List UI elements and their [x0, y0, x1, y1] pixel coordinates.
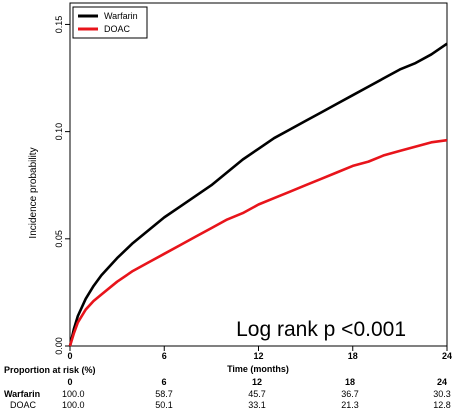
x-tick-label: 18 [348, 351, 358, 361]
risk-table-title: Proportion at risk (%) [4, 365, 96, 375]
risk-value: 36.7 [341, 389, 359, 399]
x-axis-label: Time (months) [227, 364, 289, 374]
risk-value: 33.1 [248, 400, 266, 410]
x-axis: 0 6 12 18 24 [67, 346, 452, 361]
plot-border [69, 2, 448, 347]
risk-value: 58.7 [155, 389, 173, 399]
y-axis: 0.00 0.05 0.10 0.15 [54, 16, 70, 355]
risk-time-label: 0 [67, 377, 72, 387]
risk-table: 0 6 12 18 24 Warfarin 100.0 58.7 45.7 36.7 30.3 DOA… [4, 377, 451, 410]
y-tick-label: 0.10 [54, 123, 64, 141]
x-tick-label: 0 [67, 351, 72, 361]
risk-value: 100.0 [62, 400, 85, 410]
risk-time-label: 6 [161, 377, 166, 387]
x-tick-label: 24 [442, 351, 452, 361]
logrank-annotation: Log rank p <0.001 [236, 318, 406, 341]
risk-row-label: Warfarin [4, 389, 40, 399]
y-tick-label: 0.15 [54, 16, 64, 34]
series-line-warfarin [68, 42, 448, 347]
plot-frame [69, 2, 448, 347]
risk-time-label: 12 [252, 377, 262, 387]
y-axis-label: Incidence probability [28, 147, 39, 238]
risk-row-label: DOAC [10, 400, 37, 410]
risk-value: 45.7 [248, 389, 266, 399]
risk-time-label: 24 [437, 377, 447, 387]
legend-label-warfarin: Warfarin [104, 11, 138, 21]
y-tick-label: 0.00 [54, 337, 64, 355]
series-line-doac [68, 138, 448, 347]
legend: Warfarin DOAC [72, 6, 148, 39]
x-tick-label: 6 [162, 351, 167, 361]
legend-label-doac: DOAC [104, 24, 131, 34]
x-tick-label: 12 [253, 351, 263, 361]
risk-value: 12.8 [433, 400, 451, 410]
risk-value: 100.0 [62, 389, 85, 399]
risk-value: 21.3 [341, 400, 359, 410]
risk-value: 30.3 [433, 389, 451, 399]
y-tick-label: 0.05 [54, 230, 64, 248]
risk-time-label: 18 [345, 377, 355, 387]
series-lines [68, 42, 448, 347]
risk-value: 50.1 [155, 400, 173, 410]
legend-box [72, 6, 148, 39]
